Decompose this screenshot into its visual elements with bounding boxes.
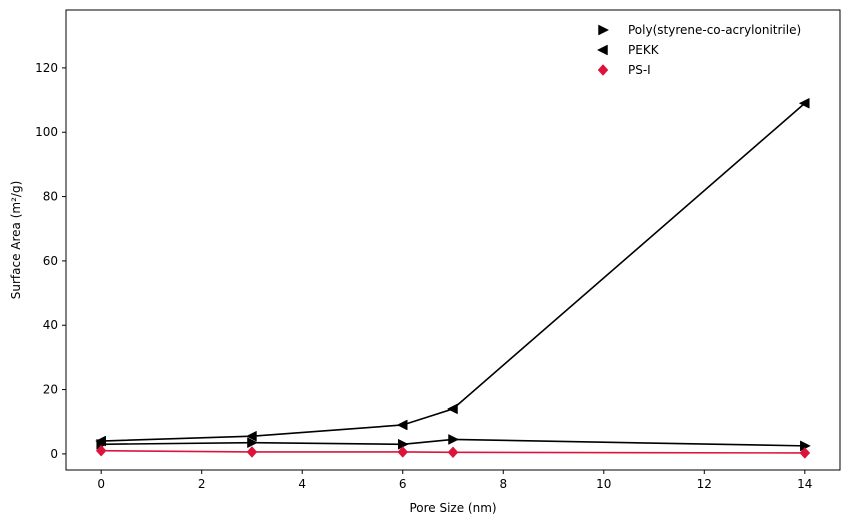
legend-label: PEKK — [628, 43, 660, 57]
legend-marker — [598, 24, 610, 36]
x-tick-label: 8 — [499, 477, 507, 491]
legend-label: Poly(styrene-co-acrylonitrile) — [628, 23, 801, 37]
data-point — [247, 437, 259, 449]
x-tick-label: 10 — [596, 477, 611, 491]
y-tick-label: 120 — [35, 61, 58, 75]
x-tick-label: 14 — [797, 477, 812, 491]
data-point — [798, 97, 810, 109]
data-point — [95, 444, 107, 457]
x-tick-label: 2 — [198, 477, 206, 491]
legend-marker — [596, 44, 608, 56]
y-axis-ticks: 0 20 40 60 80 100 120 — [35, 61, 66, 461]
legend-marker — [597, 64, 609, 76]
legend-label: PS-I — [628, 63, 651, 77]
series-layer — [95, 97, 811, 459]
x-tick-label: 0 — [97, 477, 105, 491]
x-axis-label: Pore Size (nm) — [409, 501, 496, 515]
y-tick-label: 60 — [43, 254, 58, 268]
x-tick-label: 4 — [298, 477, 306, 491]
x-tick-label: 6 — [399, 477, 407, 491]
data-point — [396, 419, 408, 431]
data-point — [245, 430, 257, 442]
x-axis-ticks: 0 2 4 6 8 10 12 14 — [97, 470, 812, 491]
plot-frame — [65, 9, 841, 471]
y-tick-label: 40 — [43, 318, 58, 332]
y-tick-label: 100 — [35, 125, 58, 139]
y-tick-label: 20 — [43, 383, 58, 397]
data-point — [447, 446, 459, 459]
data-point — [799, 447, 811, 459]
legend: Poly(styrene-co-acrylonitrile) PEKK PS-I — [596, 23, 801, 77]
y-tick-label: 0 — [50, 447, 58, 461]
data-point — [246, 446, 258, 458]
y-tick-label: 80 — [43, 190, 58, 204]
data-point — [95, 435, 106, 447]
data-point — [397, 446, 409, 458]
x-tick-label: 12 — [697, 477, 712, 491]
data-point — [446, 403, 458, 415]
data-point — [448, 434, 460, 445]
y-axis-label: Surface Area (m²/g) — [9, 181, 23, 299]
plot-background — [66, 10, 840, 470]
